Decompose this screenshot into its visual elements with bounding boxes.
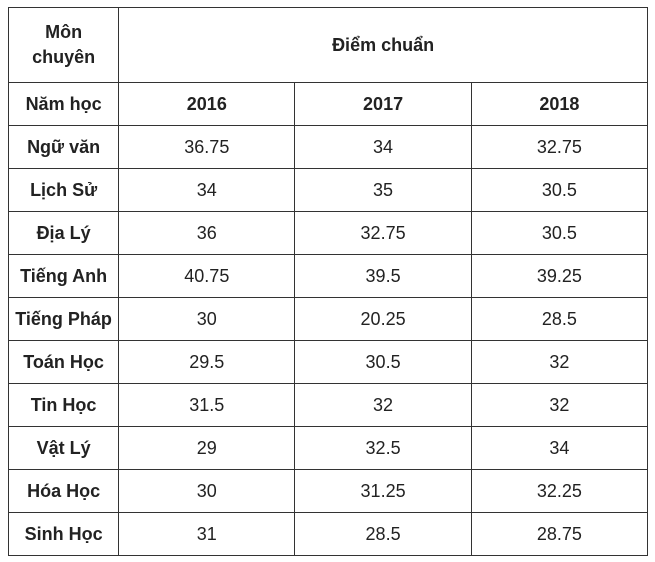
score-cell: 31.25 <box>294 469 472 513</box>
table-row: Địa Lý 36 32.75 30.5 <box>7 211 649 255</box>
table-title-cell: Điểm chuẩn <box>118 7 648 83</box>
subject-name-cell: Vật Lý <box>7 426 120 470</box>
table-row: Toán Học 29.5 30.5 32 <box>7 340 649 384</box>
score-cell: 30 <box>118 469 296 513</box>
score-cell: 29.5 <box>118 340 296 384</box>
score-cell: 32 <box>470 383 649 427</box>
table-row: Tin Học 31.5 32 32 <box>7 383 649 427</box>
admission-score-table: Môn chuyên Điểm chuẩn Năm học 2016 2017 … <box>7 7 649 556</box>
table-row: Vật Lý 29 32.5 34 <box>7 426 649 470</box>
table-header-row: Môn chuyên Điểm chuẩn <box>7 7 648 83</box>
score-cell: 32.75 <box>294 211 472 255</box>
score-cell: 36 <box>118 211 296 255</box>
subject-name-cell: Tiếng Anh <box>7 254 120 298</box>
score-cell: 32 <box>294 383 472 427</box>
subject-name-cell: Sinh Học <box>7 512 120 556</box>
score-cell: 35 <box>294 168 472 212</box>
score-cell: 30.5 <box>294 340 472 384</box>
year-row-label: Năm học <box>7 82 120 126</box>
score-cell: 29 <box>118 426 296 470</box>
subject-name-cell: Địa Lý <box>7 211 120 255</box>
score-cell: 31.5 <box>118 383 296 427</box>
subject-header-line2: chuyên <box>32 47 96 67</box>
subject-name-cell: Lịch Sử <box>7 168 120 212</box>
score-cell: 32.25 <box>470 469 649 513</box>
score-cell: 28.5 <box>470 297 649 341</box>
subject-header-line1: Môn <box>45 22 83 42</box>
table-row: Ngữ văn 36.75 34 32.75 <box>7 125 649 169</box>
score-cell: 28.5 <box>294 512 472 556</box>
score-cell: 34 <box>118 168 296 212</box>
table-row: Tiếng Anh 40.75 39.5 39.25 <box>7 254 649 298</box>
score-cell: 28.75 <box>470 512 649 556</box>
score-cell: 30.5 <box>470 211 649 255</box>
subject-name-cell: Tiếng Pháp <box>7 297 120 341</box>
score-cell: 36.75 <box>118 125 296 169</box>
score-cell: 32.75 <box>470 125 649 169</box>
score-cell: 30 <box>118 297 296 341</box>
table-row: Lịch Sử 34 35 30.5 <box>7 168 649 212</box>
score-cell: 30.5 <box>470 168 649 212</box>
subject-name-cell: Hóa Học <box>7 469 120 513</box>
score-cell: 34 <box>470 426 649 470</box>
score-cell: 39.25 <box>470 254 649 298</box>
table-body: Môn chuyên Điểm chuẩn Năm học 2016 2017 … <box>7 7 649 556</box>
score-cell: 34 <box>294 125 472 169</box>
score-cell: 20.25 <box>294 297 472 341</box>
score-cell: 31 <box>118 512 296 556</box>
subject-name-cell: Toán Học <box>7 340 120 384</box>
subject-header-cell: Môn chuyên <box>7 7 120 83</box>
year-row: Năm học 2016 2017 2018 <box>7 82 649 126</box>
score-cell: 39.5 <box>294 254 472 298</box>
subject-name-cell: Ngữ văn <box>7 125 120 169</box>
table-row: Hóa Học 30 31.25 32.25 <box>7 469 649 513</box>
year-header-2018: 2018 <box>470 82 649 126</box>
score-cell: 32.5 <box>294 426 472 470</box>
score-cell: 40.75 <box>118 254 296 298</box>
year-header-2017: 2017 <box>294 82 472 126</box>
table-row: Tiếng Pháp 30 20.25 28.5 <box>7 297 649 341</box>
subject-name-cell: Tin Học <box>7 383 120 427</box>
score-cell: 32 <box>470 340 649 384</box>
table-row: Sinh Học 31 28.5 28.75 <box>7 512 649 556</box>
year-header-2016: 2016 <box>118 82 296 126</box>
